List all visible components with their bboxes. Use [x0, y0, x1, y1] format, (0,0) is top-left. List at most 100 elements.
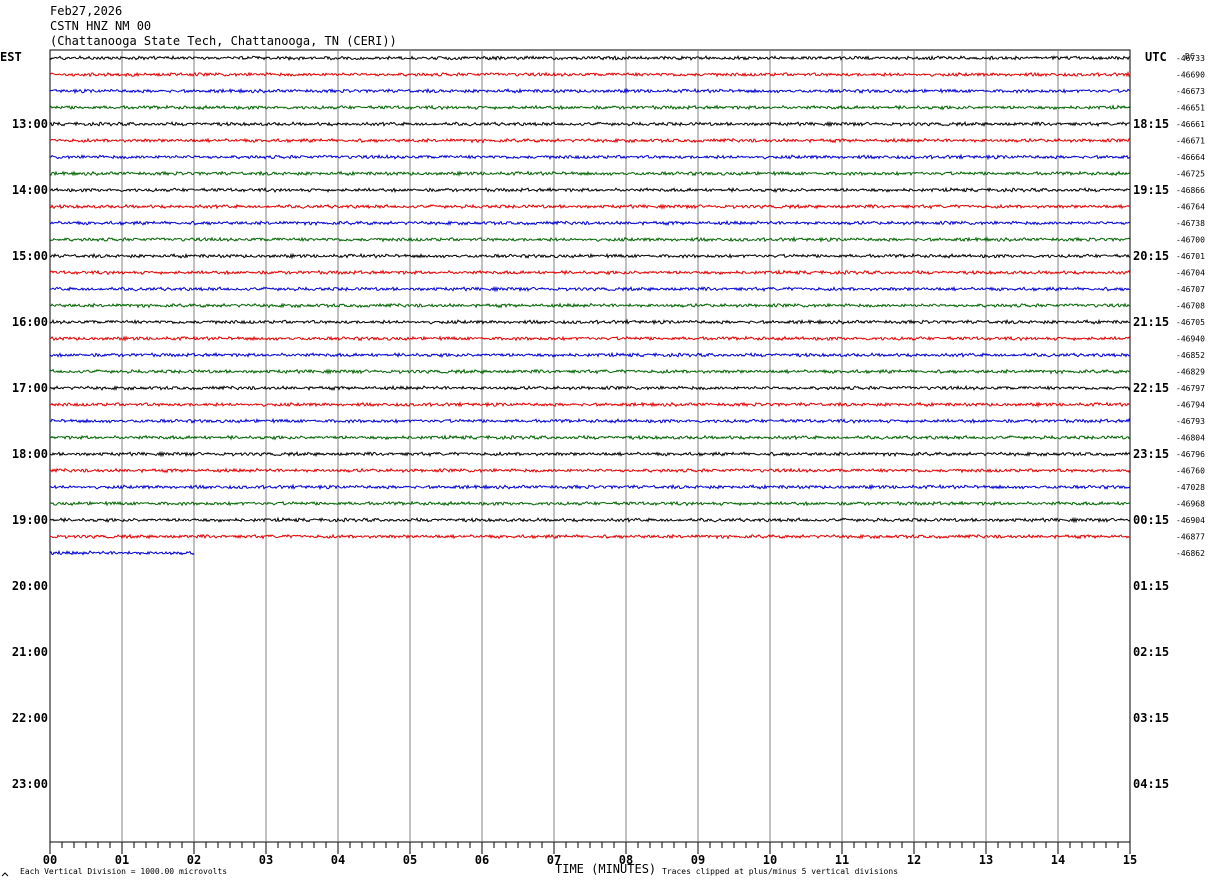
x-tick-label: 10 [763, 853, 777, 867]
dc-offset-label: -46733 [1176, 54, 1205, 63]
dc-offset-label: -46877 [1176, 533, 1205, 542]
dc-column-label: DC [1185, 52, 1195, 61]
trace-line [50, 153, 1131, 161]
x-tick-label: 01 [115, 853, 129, 867]
corner-mark-icon [1, 872, 9, 877]
trace-line [49, 549, 195, 556]
trace-line [49, 236, 1131, 243]
date-label: Feb27,2026 [50, 4, 123, 18]
trace-line [49, 71, 1131, 78]
utc-hour-label: 22:15 [1133, 381, 1169, 395]
x-tick-label: 11 [835, 853, 849, 867]
dc-offset-label: -46764 [1176, 203, 1205, 212]
scale-note: Each Vertical Division = 1000.00 microvo… [20, 867, 228, 876]
est-hour-label: 20:00 [12, 579, 48, 593]
trace-line [49, 335, 1131, 342]
x-tick-label: 00 [43, 853, 57, 867]
dc-offset-label: -46793 [1176, 417, 1205, 426]
trace-line [49, 401, 1131, 408]
x-tick-label: 06 [475, 853, 489, 867]
x-tick-label: 13 [979, 853, 993, 867]
trace-line [49, 384, 1131, 392]
trace-line [49, 252, 1131, 260]
trace-line [49, 417, 1131, 425]
dc-offset-label: -46673 [1176, 87, 1205, 96]
trace-line [49, 351, 1131, 359]
dc-offset-label: -46707 [1176, 285, 1205, 294]
trace-line [49, 269, 1131, 276]
trace-line [49, 467, 1131, 474]
dc-offset-label: -46796 [1176, 450, 1205, 459]
dc-offset-label: -46671 [1176, 137, 1205, 146]
x-axis-title: TIME (MINUTES) [555, 862, 657, 876]
dc-offset-label: -47028 [1176, 483, 1205, 492]
trace-line [49, 137, 1131, 144]
est-hour-label: 22:00 [12, 711, 48, 725]
trace-line [49, 434, 1131, 441]
trace-line [49, 318, 1131, 326]
utc-hour-label: 23:15 [1133, 447, 1169, 461]
utc-hour-label: 00:15 [1133, 513, 1169, 527]
x-tick-label: 14 [1051, 853, 1065, 867]
est-hour-label: 23:00 [12, 777, 48, 791]
dc-offset-label: -46700 [1176, 236, 1205, 245]
dc-offset-label: -46690 [1176, 71, 1205, 80]
utc-hour-label: 21:15 [1133, 315, 1169, 329]
dc-offset-label: -46866 [1176, 186, 1205, 195]
trace-line [49, 120, 1131, 128]
dc-offset-label: -46829 [1176, 368, 1205, 377]
dc-offset-label: -46704 [1176, 269, 1205, 278]
trace-line [49, 516, 1131, 524]
x-tick-label: 07 [547, 853, 561, 867]
est-hour-label: 16:00 [12, 315, 48, 329]
location-label: (Chattanooga State Tech, Chattanooga, TN… [50, 34, 397, 48]
trace-line [49, 302, 1131, 309]
dc-offset-label: -46760 [1176, 467, 1205, 476]
dc-offset-label: -46804 [1176, 434, 1205, 443]
dc-offset-label: -46664 [1176, 153, 1205, 162]
utc-hour-label: 04:15 [1133, 777, 1169, 791]
x-tick-label: 03 [259, 853, 273, 867]
x-tick-label: 09 [691, 853, 705, 867]
trace-line [49, 186, 1131, 194]
trace-line [49, 219, 1131, 227]
utc-hour-label: 20:15 [1133, 249, 1169, 263]
x-tick-label: 04 [331, 853, 345, 867]
trace-line [49, 368, 1131, 376]
dc-offset-label: -46651 [1176, 104, 1205, 113]
utc-hour-label: 01:15 [1133, 579, 1169, 593]
dc-offset-label: -46940 [1176, 335, 1205, 344]
trace-line [49, 483, 1131, 491]
est-hour-label: 19:00 [12, 513, 48, 527]
trace-line [49, 500, 1131, 507]
trace-line [49, 170, 1131, 177]
station-label: CSTN HNZ NM 00 [50, 19, 152, 33]
clip-note: Traces clipped at plus/minus 5 vertical … [662, 867, 899, 876]
est-hour-label: 21:00 [12, 645, 48, 659]
plot-frame [49, 49, 1131, 843]
dc-offset-label: -46701 [1176, 252, 1205, 261]
utc-hour-label: 02:15 [1133, 645, 1169, 659]
trace-line [49, 285, 1131, 293]
dc-offset-label: -46708 [1176, 302, 1205, 311]
dc-offset-label: -46794 [1176, 401, 1205, 410]
est-axis-label: EST [0, 50, 22, 64]
dc-offset-label: -46852 [1176, 351, 1205, 360]
est-hour-label: 14:00 [12, 183, 48, 197]
dc-offset-label: -46862 [1176, 549, 1205, 558]
trace-line [49, 87, 1131, 95]
x-tick-label: 08 [619, 853, 633, 867]
utc-hour-label: 03:15 [1133, 711, 1169, 725]
dc-offset-label: -46797 [1176, 384, 1205, 393]
x-tick-label: 12 [907, 853, 921, 867]
dc-offset-label: -46968 [1176, 500, 1205, 509]
dc-offset-label: -46725 [1176, 170, 1205, 179]
est-hour-label: 18:00 [12, 447, 48, 461]
utc-hour-label: 18:15 [1133, 117, 1169, 131]
trace-line [49, 203, 1131, 211]
dc-offset-label: -46661 [1176, 120, 1205, 129]
trace-line [50, 533, 1131, 540]
dc-offset-label: -46904 [1176, 516, 1205, 525]
x-tick-label: 05 [403, 853, 417, 867]
